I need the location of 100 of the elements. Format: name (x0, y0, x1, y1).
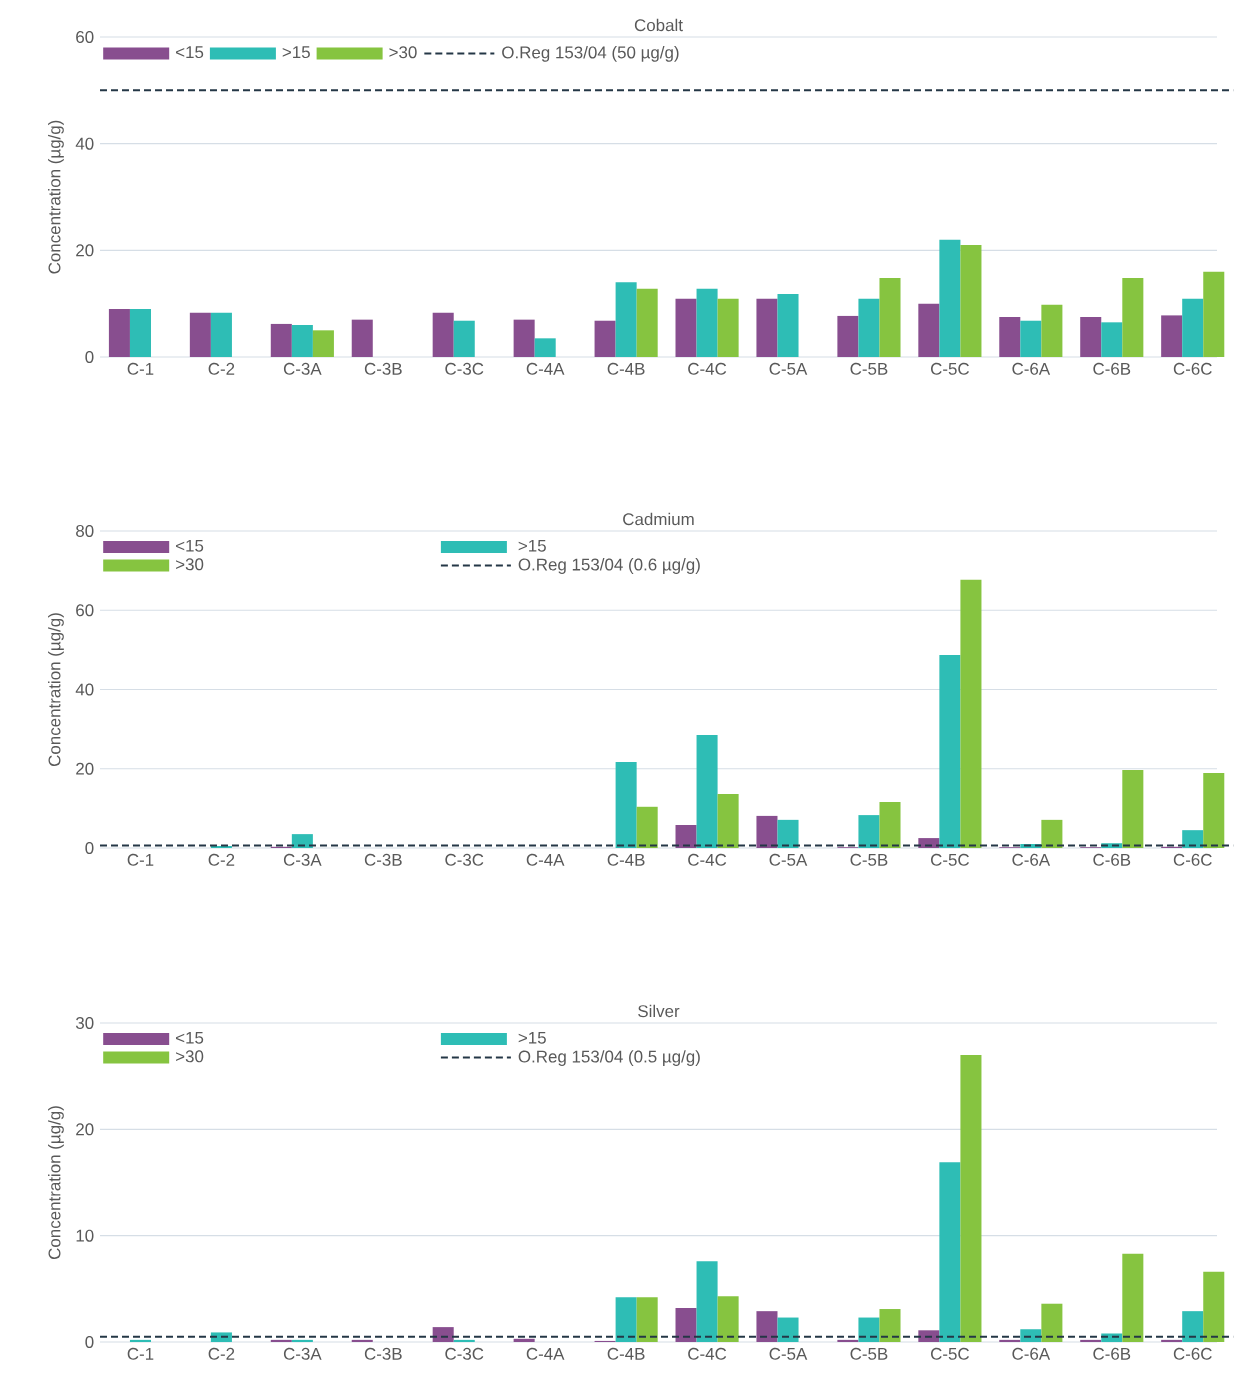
bar (717, 1296, 739, 1342)
bar (717, 298, 739, 357)
x-tick-label: C-2 (208, 1347, 235, 1360)
x-tick-label: C-2 (208, 362, 235, 375)
bar (717, 794, 739, 848)
y-tick-label: 20 (76, 762, 94, 775)
x-tick-label: C-1 (127, 1347, 154, 1360)
x-tick-label: C-5C (930, 1347, 969, 1360)
y-tick-label: 0 (85, 1336, 94, 1348)
bar (1041, 819, 1063, 848)
legend-label: >15 (518, 539, 546, 552)
y-axis-title: Concentration (µg/g) (47, 613, 64, 766)
bar (594, 320, 616, 357)
bar (879, 802, 901, 848)
bar (108, 308, 130, 357)
bar (777, 294, 799, 357)
bar (513, 1338, 535, 1342)
bar (918, 1330, 940, 1342)
x-tick-label: C-2 (208, 853, 235, 866)
x-tick-label: C-6B (1093, 1347, 1131, 1360)
bar (351, 1339, 373, 1342)
bar (777, 1317, 799, 1342)
chart-title: Cadmium (623, 512, 694, 526)
bar (351, 319, 373, 357)
bar (675, 298, 697, 357)
bar (999, 1339, 1021, 1342)
bar (696, 735, 718, 848)
y-tick-label: 10 (76, 1229, 94, 1242)
y-tick-label: 20 (76, 1123, 94, 1136)
bar (636, 1297, 658, 1342)
x-tick-label: C-4A (526, 853, 565, 866)
x-tick-label: C-5A (769, 362, 808, 375)
bar (189, 312, 211, 357)
bar (615, 282, 637, 357)
bar (432, 312, 454, 357)
bar (270, 1339, 292, 1342)
y-tick-label: 0 (85, 350, 94, 363)
bar (696, 1261, 718, 1342)
chart-title: Cobalt (634, 18, 683, 32)
chart-title: Silver (638, 1004, 680, 1018)
x-tick-label: C-6B (1093, 853, 1131, 866)
y-tick-label: 80 (75, 524, 94, 537)
bar (756, 298, 778, 357)
x-tick-label: C-6B (1093, 362, 1131, 375)
legend-label: O.Reg 153/04 (0.5 µg/g) (518, 1050, 700, 1066)
bar (858, 298, 880, 357)
bar (1182, 1311, 1204, 1342)
bar (1101, 322, 1123, 357)
x-tick-label: C-4B (607, 362, 645, 375)
legend-label: >30 (389, 46, 417, 59)
bar (837, 1339, 859, 1342)
x-tick-label: C-6A (1012, 362, 1051, 375)
bar (1080, 1339, 1102, 1342)
x-tick-label: C-5B (850, 362, 888, 375)
bar (939, 655, 961, 848)
x-tick-label: C-4C (688, 362, 727, 375)
bar (858, 815, 880, 848)
y-tick-label: 0 (85, 841, 94, 854)
bar (291, 834, 313, 848)
bar (1203, 271, 1225, 357)
x-tick-label: C-1 (127, 362, 154, 375)
legend-label: O.Reg 153/04 (50 µg/g) (502, 45, 679, 62)
x-tick-label: C-5C (930, 853, 969, 866)
y-axis-title: Concentration (µg/g) (47, 1106, 64, 1259)
bar (918, 303, 940, 357)
x-tick-label: C-5B (850, 1347, 888, 1360)
bar (1041, 304, 1063, 357)
x-tick-label: C-4B (607, 853, 645, 866)
bar (837, 315, 859, 357)
bar (453, 1339, 475, 1342)
bar (1080, 316, 1102, 357)
legend-label: >15 (518, 1031, 546, 1044)
y-tick-label: 40 (75, 137, 94, 150)
bar (534, 338, 556, 357)
bar (1041, 1303, 1063, 1342)
legend-label: >15 (282, 46, 310, 59)
legend-label: >30 (175, 558, 204, 571)
legend-label: O.Reg 153/04 (0.6 µg/g) (518, 558, 700, 574)
bar (270, 323, 292, 357)
x-tick-label: C-4C (688, 1347, 727, 1360)
x-tick-label: C-5B (850, 853, 888, 866)
bar (675, 1307, 697, 1342)
bar (513, 319, 535, 357)
bar (1020, 320, 1042, 357)
x-tick-label: C-6A (1012, 1347, 1051, 1360)
x-tick-label: C-5C (930, 362, 969, 375)
bar (1161, 315, 1183, 357)
bar (1161, 1339, 1183, 1342)
x-tick-label: C-1 (127, 853, 154, 866)
x-tick-label: C-6A (1012, 853, 1051, 866)
x-tick-label: C-3A (283, 362, 322, 375)
legend-label: >30 (175, 1050, 204, 1063)
x-tick-label: C-3C (445, 853, 484, 866)
bar (615, 1297, 637, 1342)
y-tick-label: 40 (75, 683, 94, 696)
bar (210, 312, 232, 357)
x-tick-label: C-3A (283, 1347, 322, 1360)
bar (756, 815, 778, 848)
bar (939, 1162, 961, 1342)
x-tick-label: C-4A (526, 1347, 565, 1360)
